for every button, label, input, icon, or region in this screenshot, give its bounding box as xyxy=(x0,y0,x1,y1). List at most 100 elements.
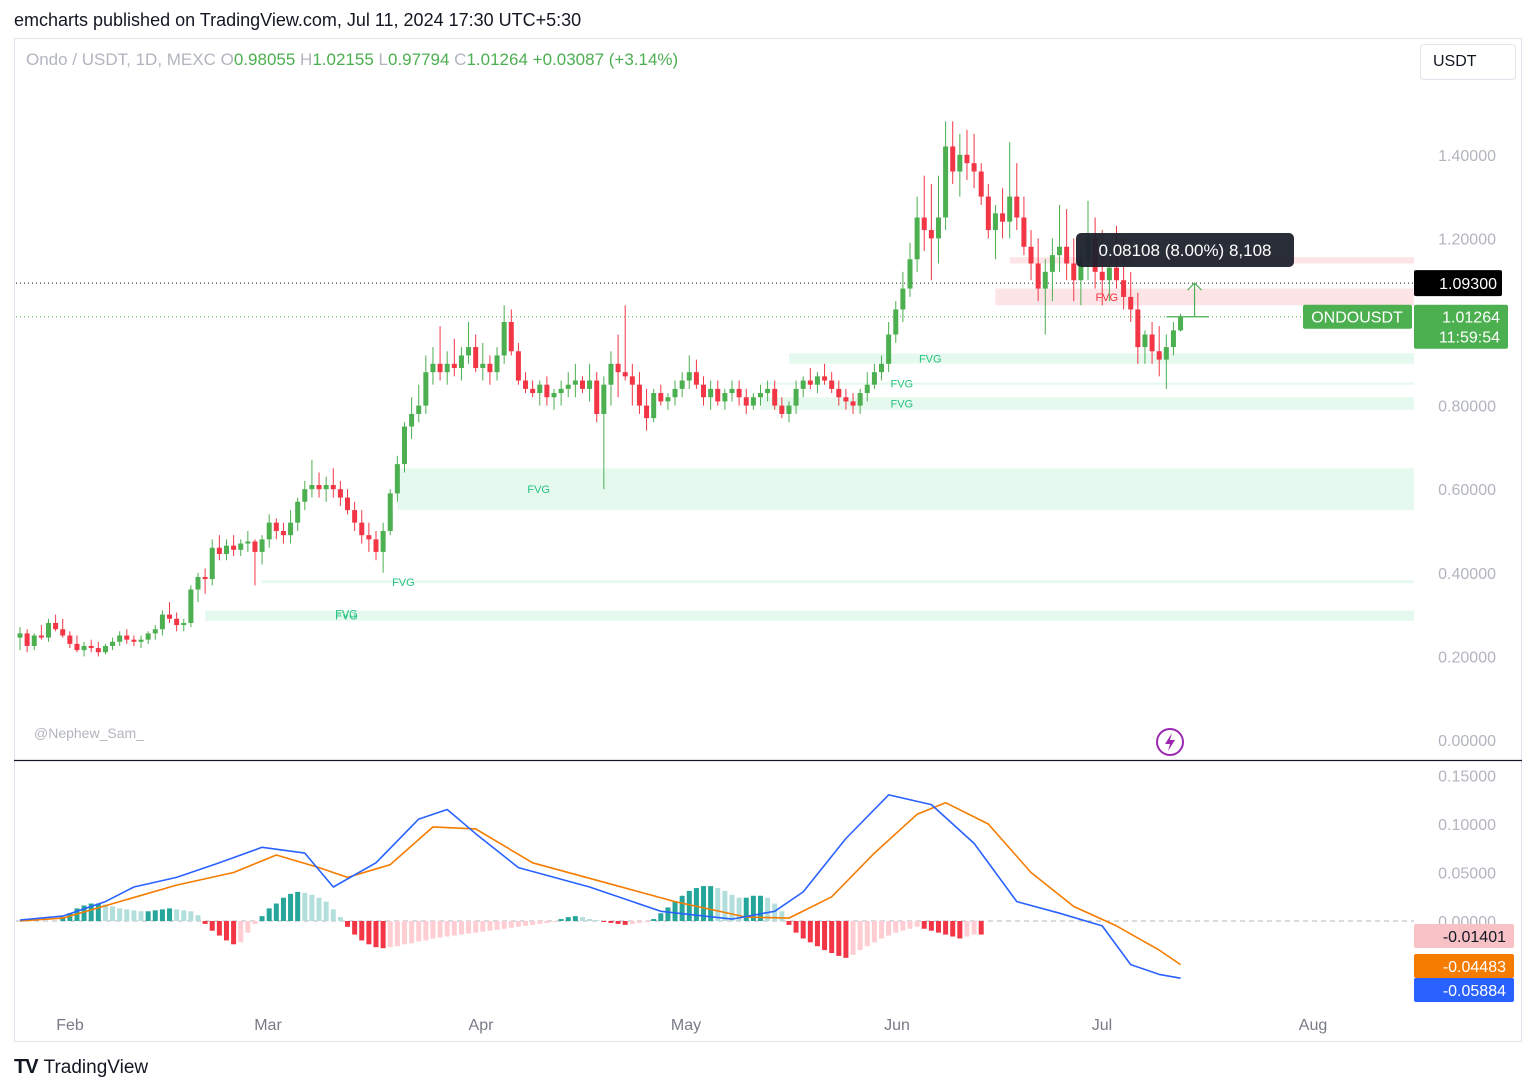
candle xyxy=(416,384,422,423)
currency-button[interactable]: USDT xyxy=(1420,44,1516,80)
histogram-bar xyxy=(822,921,828,951)
legend-high-key: H xyxy=(300,50,313,69)
histogram-bar xyxy=(708,886,714,921)
fvg-label: FVG xyxy=(392,577,415,589)
symbol-tag-name: ONDOUSDT xyxy=(1311,310,1403,327)
fvg-zone xyxy=(788,353,1414,364)
candle xyxy=(708,380,714,410)
price-tick-label: 1.20000 xyxy=(1438,231,1496,248)
lightning-icon xyxy=(1156,728,1184,756)
candle-body xyxy=(829,380,835,389)
price-tick-label: 0.40000 xyxy=(1438,566,1496,583)
histogram-bar xyxy=(807,921,813,943)
candle-body xyxy=(864,384,870,394)
histogram-bar xyxy=(60,917,66,921)
candle xyxy=(209,539,215,586)
histogram-bar xyxy=(195,915,201,921)
histogram-bar xyxy=(665,907,671,921)
histogram-bar xyxy=(736,897,742,921)
price-tick-label: 0.00000 xyxy=(1438,733,1496,750)
candle-body xyxy=(914,217,920,260)
candle-body xyxy=(74,643,80,651)
candle xyxy=(60,618,66,638)
candle-body xyxy=(693,372,699,385)
candle-body xyxy=(822,376,828,381)
candle xyxy=(665,393,671,410)
signal-line xyxy=(19,801,1182,966)
candle xyxy=(280,522,286,544)
histogram-bar xyxy=(565,917,571,921)
candle-body xyxy=(800,380,806,389)
candle xyxy=(131,635,137,646)
legend-open: 0.98055 xyxy=(233,50,296,69)
candle-body xyxy=(978,171,984,197)
candle xyxy=(53,614,59,632)
candle xyxy=(729,380,735,402)
candle xyxy=(629,363,635,406)
histogram-bar xyxy=(928,921,934,931)
candle xyxy=(558,380,564,406)
candle xyxy=(950,121,956,185)
candle-body xyxy=(985,196,991,231)
candle xyxy=(757,384,763,406)
candle-body xyxy=(202,576,208,580)
candle xyxy=(302,480,308,511)
candle xyxy=(857,388,863,414)
candle-body xyxy=(394,464,400,494)
histogram-bar xyxy=(722,890,728,921)
candle-body xyxy=(280,531,286,536)
candle-body xyxy=(1014,196,1020,218)
footer-brand-name: TradingView xyxy=(43,1056,149,1078)
histogram-bar xyxy=(964,921,970,937)
histogram-bar xyxy=(551,921,557,922)
candle xyxy=(17,627,23,651)
candle xyxy=(715,380,721,406)
histogram-bar xyxy=(871,921,877,943)
histogram-bar xyxy=(793,921,799,933)
candle xyxy=(957,133,963,197)
candle-body xyxy=(216,547,222,554)
candle xyxy=(1064,209,1070,281)
histogram-bar xyxy=(273,903,279,921)
histogram-bar xyxy=(352,921,358,935)
publish-header: emcharts published on TradingView.com, J… xyxy=(14,10,582,30)
histogram-bar xyxy=(288,893,294,921)
candle xyxy=(900,271,906,322)
candle-body xyxy=(167,614,173,619)
signal-value-label: -0.04483 xyxy=(1443,959,1506,976)
candle xyxy=(1021,196,1027,256)
candle-body xyxy=(17,633,23,638)
candle-body xyxy=(565,384,571,389)
candle xyxy=(1142,330,1148,364)
candle-body xyxy=(743,397,749,406)
candle-body xyxy=(345,497,351,511)
candle-body xyxy=(736,388,742,398)
candle-body xyxy=(935,217,941,239)
histogram-bar xyxy=(879,921,885,939)
candle-body xyxy=(238,543,244,550)
histogram-bar xyxy=(223,921,229,941)
histogram-bar xyxy=(587,919,593,921)
histogram-bar xyxy=(181,910,187,921)
candle-body xyxy=(1163,347,1169,360)
histogram-bar xyxy=(188,911,194,921)
candle xyxy=(1170,322,1176,356)
candle-body xyxy=(715,388,721,402)
tradingview-logo-icon: TV xyxy=(14,1056,39,1078)
histogram-bar xyxy=(67,913,73,921)
candle-body xyxy=(1035,263,1041,289)
candle-body xyxy=(765,388,771,394)
candle-body xyxy=(380,531,386,552)
histogram-bar xyxy=(95,903,101,921)
histogram-bar xyxy=(601,921,607,922)
candle-body xyxy=(850,401,856,406)
candle-body xyxy=(572,380,578,385)
candle-body xyxy=(95,648,101,653)
candle-body xyxy=(530,388,536,394)
histogram-bar xyxy=(622,921,628,925)
histogram-bar xyxy=(921,921,927,929)
histogram-bar xyxy=(907,921,913,929)
histogram-bar xyxy=(743,897,749,921)
histogram-bar xyxy=(537,921,543,924)
